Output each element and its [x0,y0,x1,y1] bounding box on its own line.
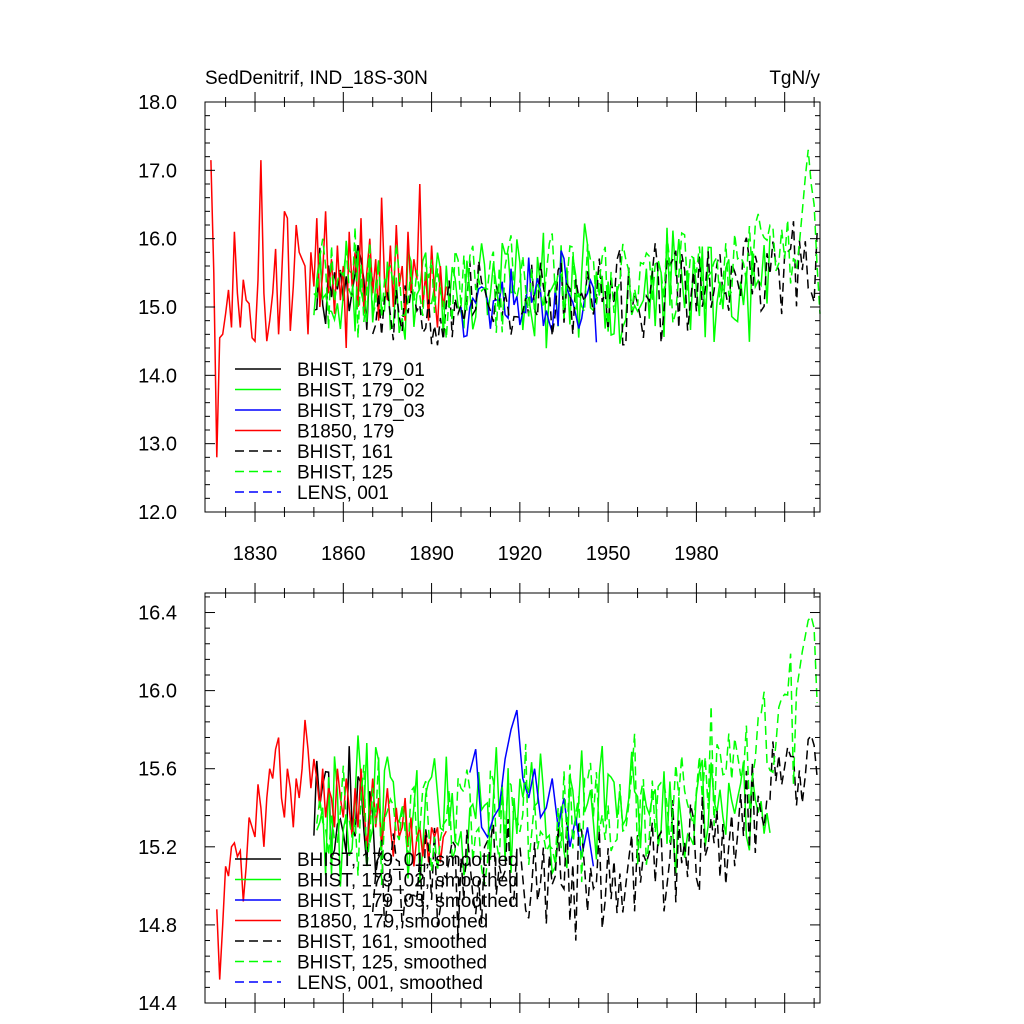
bot-legend-label-6: LENS, 001, smoothed [297,973,483,994]
top-series-group [210,149,821,458]
top-plot-frame [204,101,821,513]
top-series-line-4 [371,221,818,346]
top-legend-label-1: BHIST, 179_02 [297,381,425,402]
top-legend-label-4: BHIST, 161 [297,442,393,463]
top-x-tick-label: 1920 [498,543,543,565]
top-x-tick-label: 1890 [409,543,454,565]
top-series-line-5 [313,149,821,339]
top-y-tick-labels: 12.0 13.0 14.0 15.0 16.0 17.0 18.0 [138,92,177,524]
top-y-tick-label: 12.0 [138,502,177,524]
top-y-tick-label: 16.0 [138,229,177,251]
top-x-tick-label: 1830 [233,543,278,565]
top-y-tick-label: 14.0 [138,365,177,387]
top-x-tick-label: 1980 [674,543,719,565]
top-x-tick-label: 1860 [321,543,366,565]
bot-legend-label-1: BHIST, 179_02, smoothed [297,871,519,892]
bot-series-line-3 [216,719,447,980]
top-series-line-3 [210,160,448,458]
top-x-tick-label: 1950 [586,543,631,565]
top-panel-title-left: SedDenitrif, IND_18S-30N [205,68,428,89]
top-legend-label-0: BHIST, 179_01 [297,360,425,381]
bottom-y-tick-labels: 14.4 14.8 15.2 15.6 16.0 16.4 [138,603,177,1015]
bot-y-tick-label: 16.0 [138,681,177,703]
bottom-series-group [216,614,818,980]
bot-series-line-5 [316,614,818,886]
top-legend-label-2: BHIST, 179_03 [297,401,425,422]
bot-series-line-4 [371,733,818,941]
top-y-tick-label: 15.0 [138,297,177,319]
bot-legend-label-5: BHIST, 125, smoothed [297,953,487,974]
bot-y-tick-label: 15.6 [138,759,177,781]
top-panel-units: TgN/y [769,68,820,89]
top-legend-label-3: B1850, 179 [297,422,394,443]
top-legend-label-5: BHIST, 125 [297,463,393,484]
bot-y-tick-label: 14.4 [138,993,177,1015]
bot-legend-label-3: B1850, 179, smoothed [297,912,488,933]
bot-y-tick-label: 16.4 [138,603,177,625]
top-y-tick-label: 18.0 [138,92,177,114]
bot-y-tick-label: 15.2 [138,837,177,859]
top-legend-label-6: LENS, 001 [297,483,389,504]
bot-legend-label-2: BHIST, 179_03, smoothed [297,891,519,912]
bottom-plot-frame [204,592,821,1004]
top-x-tick-labels: 1830 1860 1890 1920 1950 1980 [233,543,719,565]
bottom-panel: 14.4 14.8 15.2 15.6 16.0 16.4 BHIST, 179_01, … [138,583,821,1015]
bot-y-tick-label: 14.8 [138,915,177,937]
bot-legend-label-4: BHIST, 161, smoothed [297,932,487,953]
top-ticks [205,92,820,522]
top-panel: SedDenitrif, IND_18S-30N TgN/y 12.013.01… [138,68,821,565]
top-y-tick-label: 13.0 [138,434,177,456]
top-y-tick-label: 17.0 [138,160,177,182]
bot-legend-label-0: BHIST, 179_01, smoothed [297,850,519,871]
